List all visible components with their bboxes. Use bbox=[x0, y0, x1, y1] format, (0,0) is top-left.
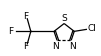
Text: F: F bbox=[8, 27, 14, 36]
Text: F: F bbox=[23, 42, 28, 51]
Text: N: N bbox=[69, 42, 76, 51]
Text: F: F bbox=[23, 12, 28, 21]
Text: S: S bbox=[61, 14, 67, 23]
Text: N: N bbox=[52, 42, 59, 51]
Text: Cl: Cl bbox=[87, 24, 96, 32]
